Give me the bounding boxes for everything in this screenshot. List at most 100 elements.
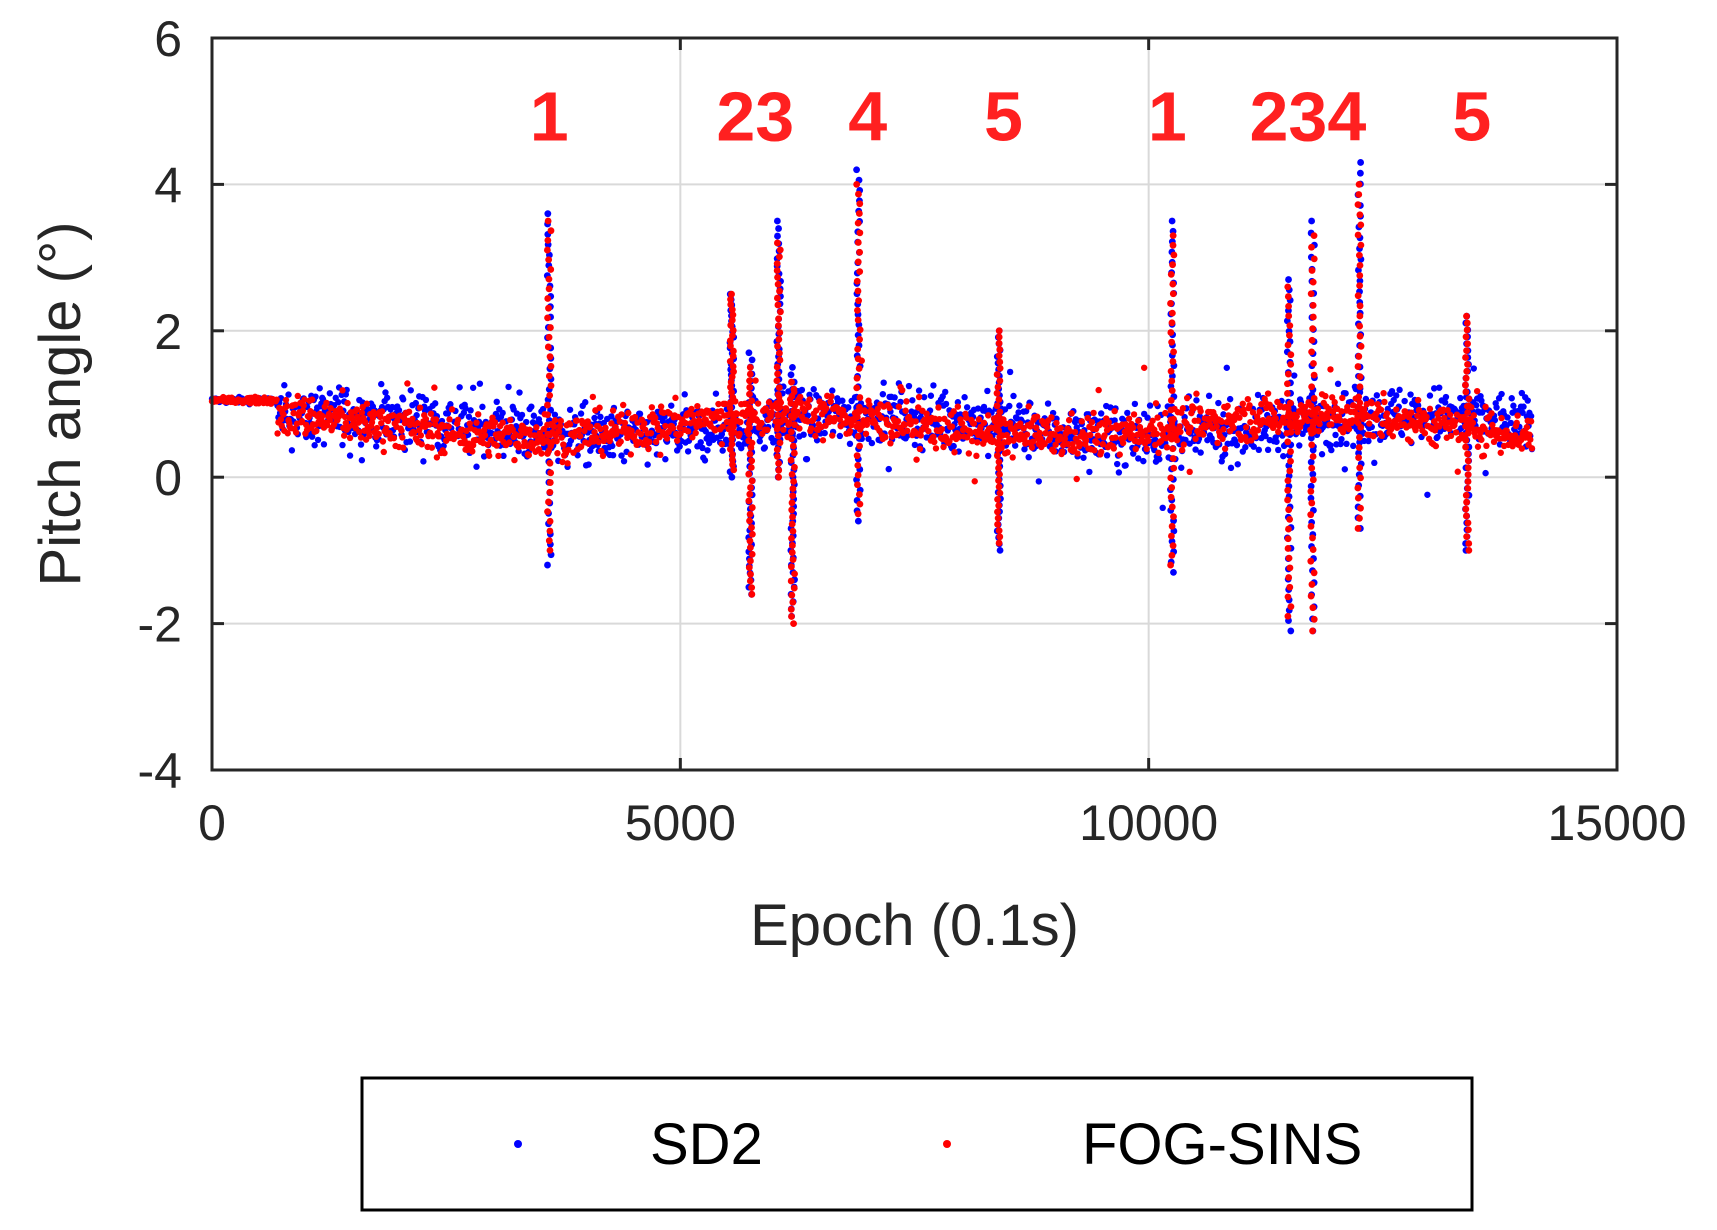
data-point bbox=[935, 404, 942, 411]
data-point bbox=[582, 399, 589, 406]
data-point bbox=[764, 426, 771, 434]
spike-point bbox=[1356, 433, 1363, 441]
data-point bbox=[1048, 414, 1055, 421]
data-point bbox=[936, 415, 943, 423]
spike-point bbox=[1308, 336, 1316, 344]
data-point bbox=[1108, 424, 1115, 431]
spike-point bbox=[1287, 360, 1295, 368]
data-point bbox=[357, 441, 365, 448]
data-point bbox=[399, 444, 407, 451]
spike-point bbox=[1168, 387, 1176, 395]
spike-point bbox=[728, 473, 736, 481]
data-point bbox=[930, 433, 937, 441]
spike-point bbox=[994, 514, 1002, 522]
spike-point bbox=[994, 446, 1002, 453]
spike-point bbox=[1464, 416, 1472, 423]
data-point bbox=[1112, 434, 1119, 441]
spike-point bbox=[775, 384, 783, 392]
data-point bbox=[346, 452, 354, 459]
legend-label-sd2: SD2 bbox=[650, 1112, 763, 1177]
data-point bbox=[912, 409, 919, 416]
data-point bbox=[481, 432, 489, 439]
data-point bbox=[1324, 414, 1332, 421]
data-point bbox=[1255, 446, 1263, 454]
data-point bbox=[1099, 441, 1107, 448]
y-tick-label: -2 bbox=[138, 597, 182, 653]
data-point bbox=[980, 419, 988, 426]
spike-point bbox=[994, 520, 1001, 528]
data-point bbox=[1010, 392, 1017, 400]
spike-point bbox=[1285, 525, 1292, 533]
data-point bbox=[637, 430, 645, 438]
spike-point bbox=[748, 397, 756, 405]
spike-point bbox=[854, 355, 862, 363]
spike-point bbox=[995, 333, 1003, 341]
data-point bbox=[1097, 410, 1105, 417]
spike-point bbox=[1356, 272, 1364, 279]
spike-point bbox=[776, 439, 784, 447]
data-point bbox=[294, 392, 301, 400]
data-point bbox=[1159, 504, 1166, 511]
data-point bbox=[1248, 437, 1255, 444]
spike-point bbox=[544, 210, 552, 218]
data-point bbox=[1478, 397, 1485, 404]
data-point bbox=[404, 380, 411, 387]
data-point bbox=[1101, 432, 1108, 439]
data-point bbox=[1371, 459, 1378, 467]
spike-point bbox=[1355, 353, 1363, 360]
spike-point bbox=[748, 477, 756, 485]
data-point bbox=[609, 407, 617, 414]
data-point bbox=[565, 446, 572, 454]
data-point bbox=[551, 411, 559, 418]
plot-frame bbox=[210, 36, 1619, 772]
spike-point bbox=[1284, 341, 1292, 349]
data-point bbox=[466, 420, 473, 427]
data-point bbox=[618, 452, 625, 459]
data-point bbox=[688, 405, 695, 413]
spike-point bbox=[1463, 312, 1470, 320]
data-point bbox=[320, 441, 328, 448]
data-point bbox=[1318, 451, 1326, 458]
data-point bbox=[473, 419, 480, 426]
spike-point bbox=[729, 352, 737, 360]
spike-point bbox=[774, 411, 782, 419]
data-point bbox=[915, 387, 923, 394]
spike-annotation: 5 bbox=[1452, 77, 1491, 155]
data-point bbox=[807, 425, 815, 432]
data-point bbox=[1377, 406, 1385, 413]
spike-point bbox=[995, 527, 1003, 534]
spike-point bbox=[1462, 512, 1470, 520]
data-point bbox=[1025, 453, 1032, 461]
spike-point bbox=[1464, 464, 1472, 472]
data-point bbox=[1373, 416, 1381, 423]
spike-point bbox=[1356, 282, 1364, 289]
data-point bbox=[963, 414, 970, 421]
spike-point bbox=[1357, 221, 1365, 229]
spike-point bbox=[1168, 435, 1176, 443]
data-point bbox=[708, 431, 715, 438]
data-point bbox=[454, 416, 462, 424]
spike-point bbox=[1463, 347, 1470, 355]
spike-point bbox=[1284, 390, 1291, 397]
spike-point bbox=[547, 324, 554, 331]
data-point bbox=[1446, 411, 1454, 418]
data-point bbox=[663, 435, 671, 442]
spike-point bbox=[853, 413, 861, 421]
data-point bbox=[940, 443, 947, 451]
data-point bbox=[608, 413, 615, 420]
data-point bbox=[806, 396, 813, 403]
spike-point bbox=[1167, 396, 1175, 404]
data-point bbox=[518, 411, 526, 419]
spike-point bbox=[1308, 383, 1316, 391]
data-point bbox=[1086, 468, 1093, 476]
spike-point bbox=[547, 421, 555, 428]
data-point bbox=[399, 434, 406, 441]
data-point bbox=[1221, 450, 1229, 458]
spike-point bbox=[1310, 232, 1318, 240]
spike-point bbox=[745, 564, 753, 572]
data-point bbox=[1017, 420, 1024, 427]
y-tick-label: 6 bbox=[154, 11, 182, 67]
spike-point bbox=[1310, 360, 1317, 367]
data-point bbox=[577, 432, 584, 440]
spike-point bbox=[745, 497, 753, 505]
